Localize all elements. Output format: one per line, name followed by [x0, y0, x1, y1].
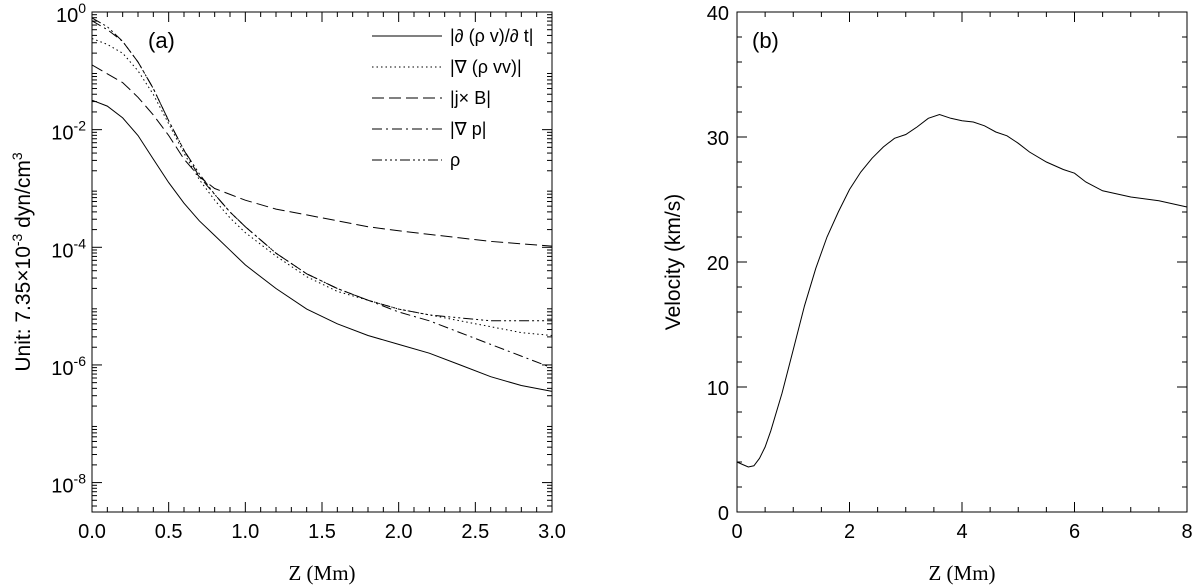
- panel-a-series-line-2: [91, 64, 553, 247]
- panel-b-y-tick-label: 10: [707, 378, 729, 400]
- panel-b-x-tick-label: 6: [1069, 521, 1080, 543]
- panel-a-x-axis-label: Z (Mm): [288, 561, 355, 585]
- panel-b-x-ticks: 0 2 4 6 8: [731, 12, 1193, 543]
- panel-a-chart: 0.0 0.5 1.0 1.5 2.0 2.5 3.0 100 10-2 10-4 10-6 10-…: [9, 0, 566, 585]
- panel-a-series-line-3: [91, 20, 553, 369]
- panel-a-series-line-4: [91, 17, 552, 322]
- panel-a-y-tick-label: 10-2: [51, 118, 86, 145]
- panel-a-axes-frame: [91, 11, 553, 513]
- legend-label-4: ρ: [450, 150, 460, 170]
- panel-a-series-line-1: [91, 38, 553, 336]
- panel-b-x-tick-label: 8: [1181, 521, 1192, 543]
- panel-b-y-axis-label: Velocity (km/s): [662, 194, 685, 331]
- panel-a-x-tick-label: 0.0: [78, 521, 106, 543]
- panel-a-legend: |∂ (ρ v)/∂ t| |∇ (ρ vv)| |j× B| |∇ p| ρ: [372, 26, 533, 170]
- panel-b-x-tick-label: 4: [956, 521, 967, 543]
- panel-b-x-tick-label: 0: [731, 521, 742, 543]
- panel-a-series-line-0: [91, 99, 553, 392]
- legend-label-2: |j× B|: [450, 88, 491, 108]
- panel-b-y-tick-label: 20: [707, 253, 729, 275]
- panel-b-y-ticks: 0 10 20 30 40: [707, 3, 1187, 525]
- panel-a-x-tick-label: 3.0: [538, 521, 566, 543]
- panel-a-series: [91, 17, 553, 392]
- panel-b-axes-frame: [736, 11, 1188, 513]
- panel-b-velocity-line: [736, 113, 1188, 468]
- panel-b-series: [736, 113, 1188, 468]
- panel-b-y-tick-label: 40: [707, 3, 729, 25]
- panel-a-y-tick-label: 100: [56, 0, 86, 27]
- panel-b-x-axis-label: Z (Mm): [928, 561, 995, 585]
- panel-b-y-tick-label: 0: [718, 503, 729, 525]
- panel-b-chart: 0 2 4 6 8 0 10 20 30 40 (b) Z (Mm) Velocity (km/…: [662, 3, 1193, 585]
- legend-label-1: |∇ (ρ vv)|: [450, 57, 522, 77]
- panel-a-x-tick-label: 2.0: [385, 521, 413, 543]
- panel-a-x-tick-label: 1.5: [308, 521, 336, 543]
- legend-label-0: |∂ (ρ v)/∂ t|: [450, 26, 533, 46]
- panel-a-y-axis-label: Unit: 7.35×10-3 dyn/cm3: [9, 152, 35, 372]
- panel-b-x-tick-label: 2: [844, 521, 855, 543]
- panel-a-label: (a): [148, 28, 175, 53]
- panel-a-y-tick-label: 10-4: [51, 235, 86, 262]
- panel-a-x-tick-label: 0.5: [155, 521, 183, 543]
- panel-a-y-tick-label: 10-8: [51, 471, 86, 498]
- legend-label-3: |∇ p|: [450, 119, 486, 139]
- panel-a-y-tick-label: 10-6: [51, 353, 86, 380]
- panel-a-y-ticks: 100 10-2 10-4 10-6 10-8: [51, 0, 552, 507]
- panel-a-x-tick-label: 2.5: [461, 521, 489, 543]
- panel-b-y-tick-label: 30: [707, 128, 729, 150]
- panel-a-x-tick-label: 1.0: [231, 521, 259, 543]
- panel-a-x-ticks: 0.0 0.5 1.0 1.5 2.0 2.5 3.0: [78, 12, 566, 543]
- panel-b-label: (b): [752, 28, 779, 53]
